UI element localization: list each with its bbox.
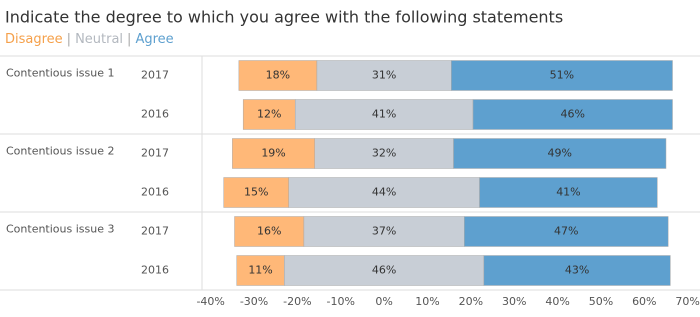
value-label: 37%	[372, 225, 396, 238]
x-tick-label: -10%	[327, 295, 355, 308]
legend-entry: Neutral	[75, 32, 123, 47]
bar-segment	[238, 60, 318, 91]
x-tick-label: 0%	[375, 295, 392, 308]
bar-segment	[316, 60, 452, 91]
legend-entry: Agree	[135, 32, 173, 47]
value-label: 12%	[257, 108, 281, 121]
x-tick-label: 10%	[415, 295, 439, 308]
value-label: 16%	[257, 225, 281, 238]
bar-segment	[472, 99, 673, 130]
value-label: 18%	[266, 69, 290, 82]
row-label: 2016	[141, 108, 169, 121]
value-label: 49%	[548, 147, 572, 160]
bar-segment	[294, 99, 474, 130]
row-label: 2017	[141, 225, 169, 238]
value-label: 15%	[244, 186, 268, 199]
value-label: 46%	[561, 108, 585, 121]
legend-entry: Disagree	[5, 32, 63, 47]
legend: Disagree | Neutral | Agree	[5, 32, 174, 47]
value-label: 41%	[556, 186, 580, 199]
legend-separator: |	[67, 32, 71, 47]
x-tick-label: 30%	[502, 295, 526, 308]
x-tick-label: 70%	[675, 295, 699, 308]
value-label: 43%	[565, 264, 589, 277]
bar-segment	[303, 216, 465, 247]
value-label: 46%	[372, 264, 396, 277]
bar-segment	[451, 60, 673, 91]
bar-segment	[223, 177, 289, 208]
bar-segment	[236, 255, 285, 286]
x-tick-label: -40%	[196, 295, 224, 308]
bar-segment	[242, 99, 296, 130]
row-label: 2017	[141, 69, 169, 82]
x-tick-label: 20%	[459, 295, 483, 308]
row-label: 2017	[141, 147, 169, 160]
row-label: 2016	[141, 186, 169, 199]
bar-segment	[453, 138, 667, 169]
group-label: Contentious issue 3	[6, 223, 115, 236]
bar-segment	[483, 255, 671, 286]
row-label: 2016	[141, 264, 169, 277]
bar-segment	[232, 138, 315, 169]
bar-segment	[234, 216, 305, 247]
group-label: Contentious issue 1	[6, 67, 115, 80]
x-tick-label: 40%	[545, 295, 569, 308]
value-label: 47%	[554, 225, 578, 238]
bar-segment	[284, 255, 485, 286]
value-label: 31%	[372, 69, 396, 82]
x-tick-label: -20%	[283, 295, 311, 308]
x-tick-label: 50%	[589, 295, 613, 308]
value-label: 44%	[372, 186, 396, 199]
x-tick-label: -30%	[240, 295, 268, 308]
bar-segment	[464, 216, 669, 247]
value-label: 11%	[248, 264, 272, 277]
x-tick-label: 60%	[632, 295, 656, 308]
value-label: 51%	[550, 69, 574, 82]
chart-title: Indicate the degree to which you agree w…	[5, 8, 563, 27]
value-label: 19%	[261, 147, 285, 160]
legend-separator: |	[127, 32, 131, 47]
bar-segment	[479, 177, 658, 208]
value-label: 41%	[372, 108, 396, 121]
value-label: 32%	[372, 147, 396, 160]
bar-segment	[288, 177, 480, 208]
group-label: Contentious issue 2	[6, 145, 115, 158]
